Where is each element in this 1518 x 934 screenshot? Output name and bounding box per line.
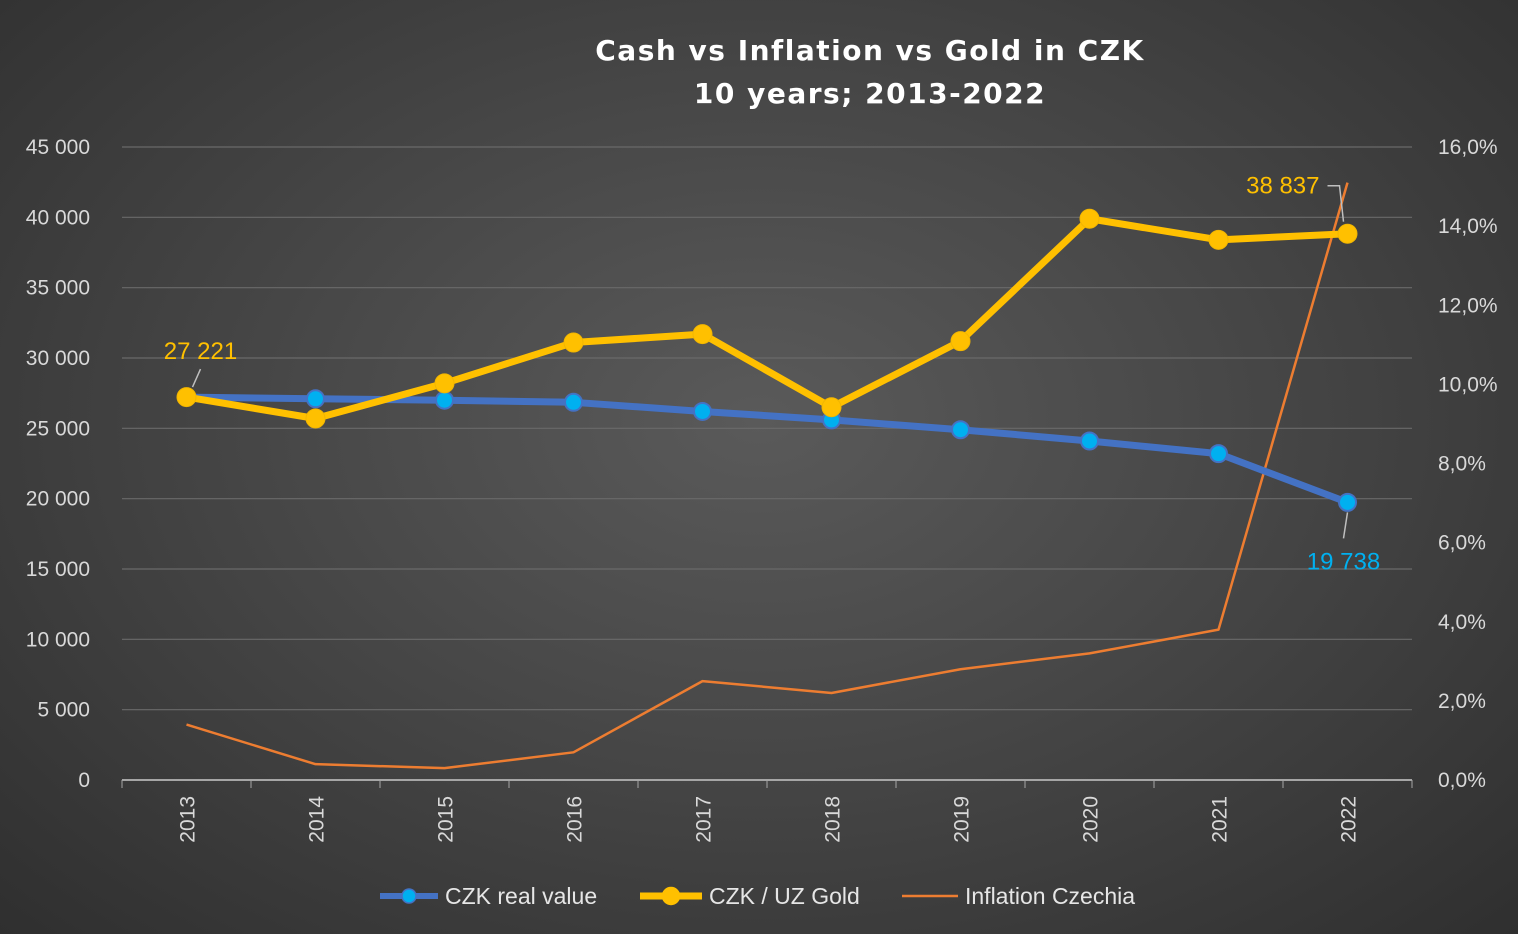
x-axis-tick-label: 2019 (951, 796, 974, 843)
legend-marker (661, 886, 681, 906)
data-labels: 27 221 38 837 19 738 (164, 173, 1380, 576)
series-line-czk-uz-gold (185, 215, 1348, 422)
left-axis-tick-label: 25 000 (26, 417, 90, 440)
x-axis-tick-label: 2021 (1209, 796, 1232, 843)
x-axis-tick-label: 2020 (1080, 796, 1103, 843)
point-czk-uz-gold (563, 332, 584, 353)
right-axis-tick-label: 16,0% (1438, 136, 1498, 159)
data-label: 19 738 (1307, 548, 1380, 575)
x-axis: 2013 2014 2015 2016 2017 2018 2019 2020 2021 2022 (121, 780, 1413, 843)
x-axis-tick-label: 2022 (1338, 796, 1361, 843)
point-czk-real-value (435, 390, 454, 410)
right-axis-tick-label: 2,0% (1438, 690, 1486, 713)
x-axis-tick-label: 2017 (693, 796, 716, 843)
point-czk-uz-gold (1079, 208, 1100, 229)
legend-label: CZK real value (445, 883, 597, 909)
legend: CZK real value CZK / UZ Gold Inflation Cze… (380, 883, 1135, 909)
left-axis-tick-label: 40 000 (26, 206, 90, 229)
legend-marker (401, 888, 417, 904)
left-axis-tick-label: 0 (78, 769, 90, 792)
point-czk-real-value (1080, 431, 1099, 451)
series-line-czk-real-value (186, 393, 1349, 506)
x-axis-tick-label: 2014 (306, 796, 329, 843)
left-axis-tick-label: 5 000 (37, 699, 90, 722)
point-czk-uz-gold (1208, 229, 1229, 250)
legend-label: CZK / UZ Gold (709, 883, 860, 909)
leader-line (1342, 512, 1349, 539)
chart-title: Cash vs Inflation vs Gold in CZK (595, 34, 1144, 67)
data-label: 38 837 (1246, 173, 1319, 200)
left-axis-tick-label: 15 000 (26, 558, 90, 581)
point-czk-real-value (564, 392, 583, 412)
legend-label: Inflation Czechia (965, 883, 1135, 909)
data-label: 27 221 (164, 338, 237, 365)
right-axis-tick-label: 10,0% (1438, 373, 1498, 396)
left-axis-tick-label: 35 000 (26, 277, 90, 300)
point-czk-real-value (1338, 492, 1357, 512)
right-axis-tick-label: 12,0% (1438, 294, 1498, 317)
gridlines (122, 146, 1412, 781)
left-axis-tick-label: 30 000 (26, 347, 90, 370)
point-czk-uz-gold (305, 408, 326, 429)
right-axis-tick-label: 14,0% (1438, 215, 1498, 238)
point-czk-real-value (306, 389, 325, 409)
x-axis-tick-label: 2016 (564, 796, 587, 843)
leader-line (1327, 184, 1345, 222)
point-czk-real-value (1209, 444, 1228, 464)
point-czk-uz-gold (692, 324, 713, 345)
point-czk-uz-gold (176, 387, 197, 408)
left-axis-tick-label: 10 000 (26, 628, 90, 651)
right-axis-tick-label: 6,0% (1438, 532, 1486, 555)
right-axis: 0,0% 2,0% 4,0% 6,0% 8,0% 10,0% 12,0% 14,0% 16,0% (1438, 136, 1498, 792)
right-axis-tick-label: 8,0% (1438, 453, 1486, 476)
plot-area (176, 182, 1358, 770)
series-line-inflation-czechia (186, 182, 1349, 770)
right-axis-tick-label: 0,0% (1438, 769, 1486, 792)
x-axis-tick-label: 2015 (435, 796, 458, 843)
point-czk-real-value (693, 401, 712, 421)
point-czk-real-value (951, 420, 970, 440)
leader-line (191, 368, 202, 388)
left-axis-tick-label: 20 000 (26, 488, 90, 511)
right-axis-tick-label: 4,0% (1438, 611, 1486, 634)
x-axis-tick-label: 2013 (177, 796, 200, 843)
point-czk-uz-gold (434, 373, 455, 394)
left-axis: 0 5 000 10 000 15 000 20 000 25 000 30 000 35 0… (26, 136, 90, 792)
chart-subtitle: 10 years; 2013-2022 (694, 77, 1046, 110)
x-axis-tick-label: 2018 (822, 796, 845, 843)
point-czk-uz-gold (950, 331, 971, 352)
left-axis-tick-label: 45 000 (26, 136, 90, 159)
point-czk-uz-gold (1337, 223, 1358, 244)
point-czk-uz-gold (821, 397, 842, 418)
